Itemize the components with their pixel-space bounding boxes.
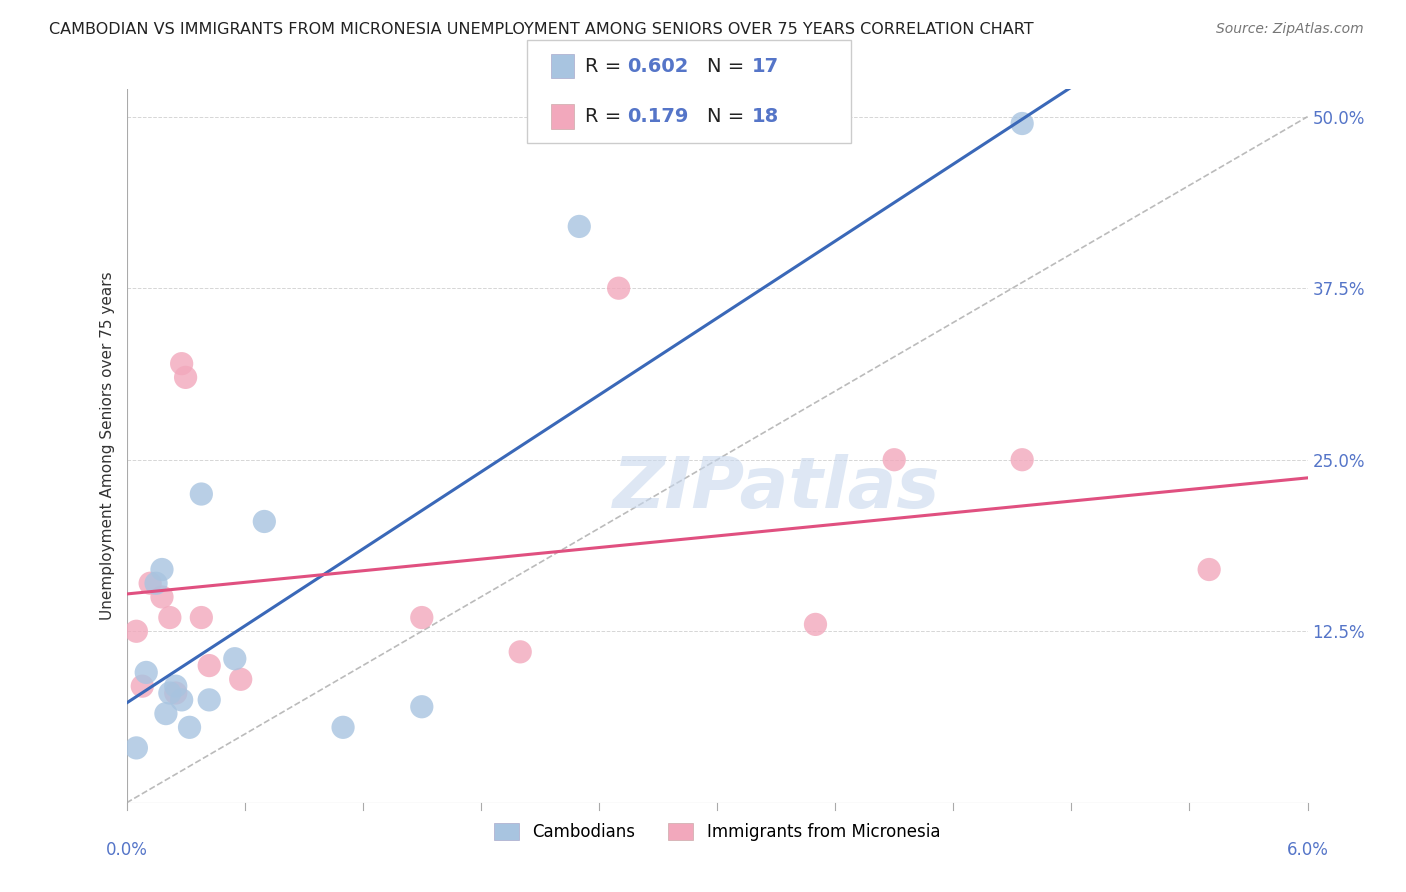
Point: [125, 624, 148, 639]
Point: [145, 576, 167, 591]
Point: [332, 720, 354, 734]
Point: [190, 487, 212, 501]
Point: [804, 617, 827, 632]
Point: [174, 370, 197, 384]
Point: [159, 686, 181, 700]
Point: [1198, 562, 1220, 576]
Text: 0.179: 0.179: [627, 107, 689, 127]
Point: [190, 610, 212, 624]
Point: [179, 720, 201, 734]
Point: [131, 679, 153, 693]
Point: [1011, 116, 1033, 130]
Point: [198, 693, 221, 707]
Point: [125, 740, 148, 755]
Text: 6.0%: 6.0%: [1286, 841, 1329, 859]
Text: Source: ZipAtlas.com: Source: ZipAtlas.com: [1216, 22, 1364, 37]
Point: [155, 706, 177, 721]
Text: CAMBODIAN VS IMMIGRANTS FROM MICRONESIA UNEMPLOYMENT AMONG SENIORS OVER 75 YEARS: CAMBODIAN VS IMMIGRANTS FROM MICRONESIA …: [49, 22, 1033, 37]
Point: [224, 651, 246, 665]
Point: [150, 562, 173, 576]
Point: [135, 665, 157, 680]
Point: [568, 219, 591, 234]
Text: R =: R =: [585, 56, 627, 76]
Point: [150, 590, 173, 604]
Text: 0.602: 0.602: [627, 56, 689, 76]
Text: ZIPatlas: ZIPatlas: [613, 454, 939, 524]
Point: [253, 515, 276, 529]
Point: [170, 693, 193, 707]
Point: [411, 610, 433, 624]
Point: [229, 673, 252, 687]
Text: N =: N =: [707, 56, 751, 76]
Text: N =: N =: [707, 107, 751, 127]
Point: [165, 686, 187, 700]
Point: [607, 281, 630, 295]
Text: 18: 18: [752, 107, 779, 127]
Y-axis label: Unemployment Among Seniors over 75 years: Unemployment Among Seniors over 75 years: [100, 272, 115, 620]
Point: [883, 452, 905, 467]
Point: [1011, 452, 1033, 467]
Point: [198, 658, 221, 673]
Point: [509, 645, 531, 659]
Point: [139, 576, 162, 591]
Point: [165, 679, 187, 693]
Point: [170, 357, 193, 371]
Point: [411, 699, 433, 714]
Text: 17: 17: [752, 56, 779, 76]
Point: [159, 610, 181, 624]
Text: R =: R =: [585, 107, 627, 127]
Legend: Cambodians, Immigrants from Micronesia: Cambodians, Immigrants from Micronesia: [486, 816, 948, 848]
Text: 0.0%: 0.0%: [105, 841, 148, 859]
